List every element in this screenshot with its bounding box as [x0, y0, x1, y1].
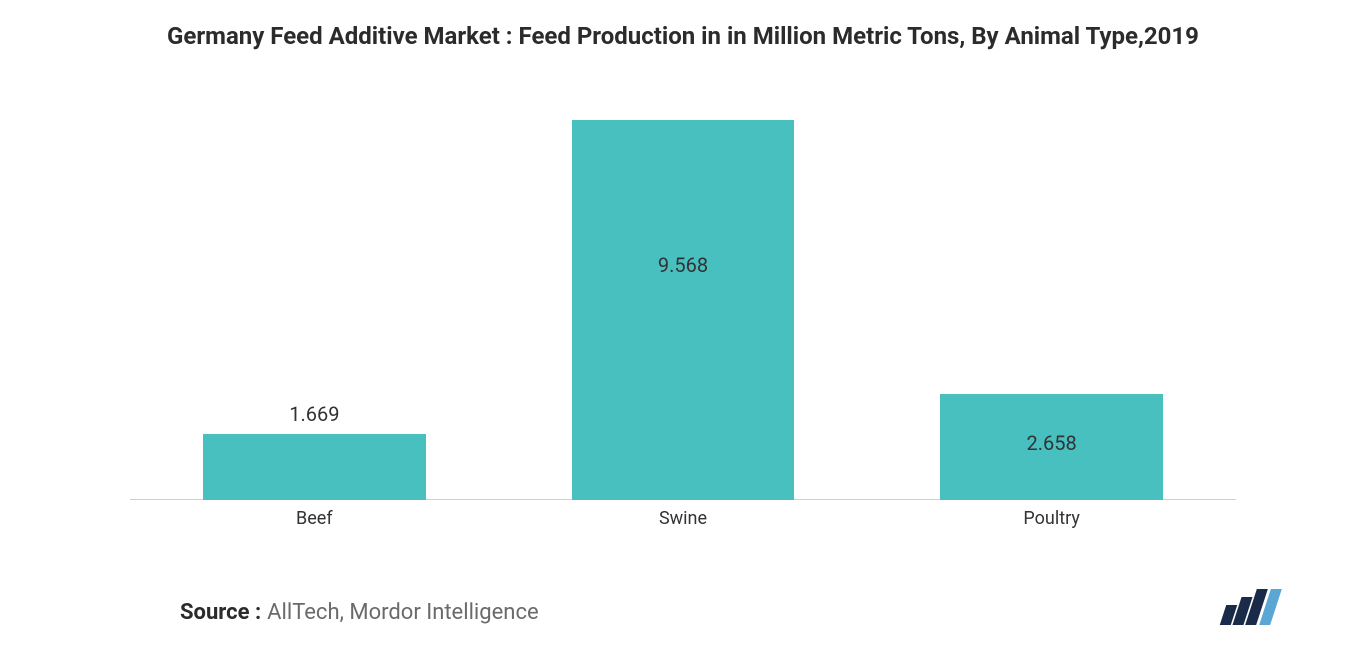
source-label: Source :	[180, 600, 261, 625]
bar-poultry: 2.658	[940, 394, 1163, 500]
source-text: AllTech, Mordor Intelligence	[267, 600, 538, 625]
bar-group-beef: 1.669 Beef	[159, 434, 469, 529]
bar-swine: 9.568	[572, 120, 795, 500]
bar-beef: 1.669	[203, 434, 426, 500]
bar-value-beef: 1.669	[203, 402, 426, 426]
chart-container: Germany Feed Additive Market : Feed Prod…	[0, 0, 1366, 655]
footer-row: Source : AllTech, Mordor Intelligence	[50, 589, 1316, 625]
bar-group-swine: 9.568 Swine	[528, 120, 838, 529]
chart-title: Germany Feed Additive Market : Feed Prod…	[50, 20, 1316, 52]
bar-value-swine: 9.568	[572, 253, 795, 277]
bar-label-swine: Swine	[659, 508, 707, 529]
mordor-logo-icon	[1223, 589, 1276, 625]
plot-area: 1.669 Beef 9.568 Swine 2.658 Poultry	[50, 62, 1316, 529]
logo-bars	[1223, 589, 1276, 625]
bar-label-beef: Beef	[296, 508, 333, 529]
bar-label-poultry: Poultry	[1023, 508, 1079, 529]
bar-group-poultry: 2.658 Poultry	[897, 394, 1207, 529]
bar-value-poultry: 2.658	[940, 431, 1163, 455]
source-line: Source : AllTech, Mordor Intelligence	[180, 600, 539, 625]
